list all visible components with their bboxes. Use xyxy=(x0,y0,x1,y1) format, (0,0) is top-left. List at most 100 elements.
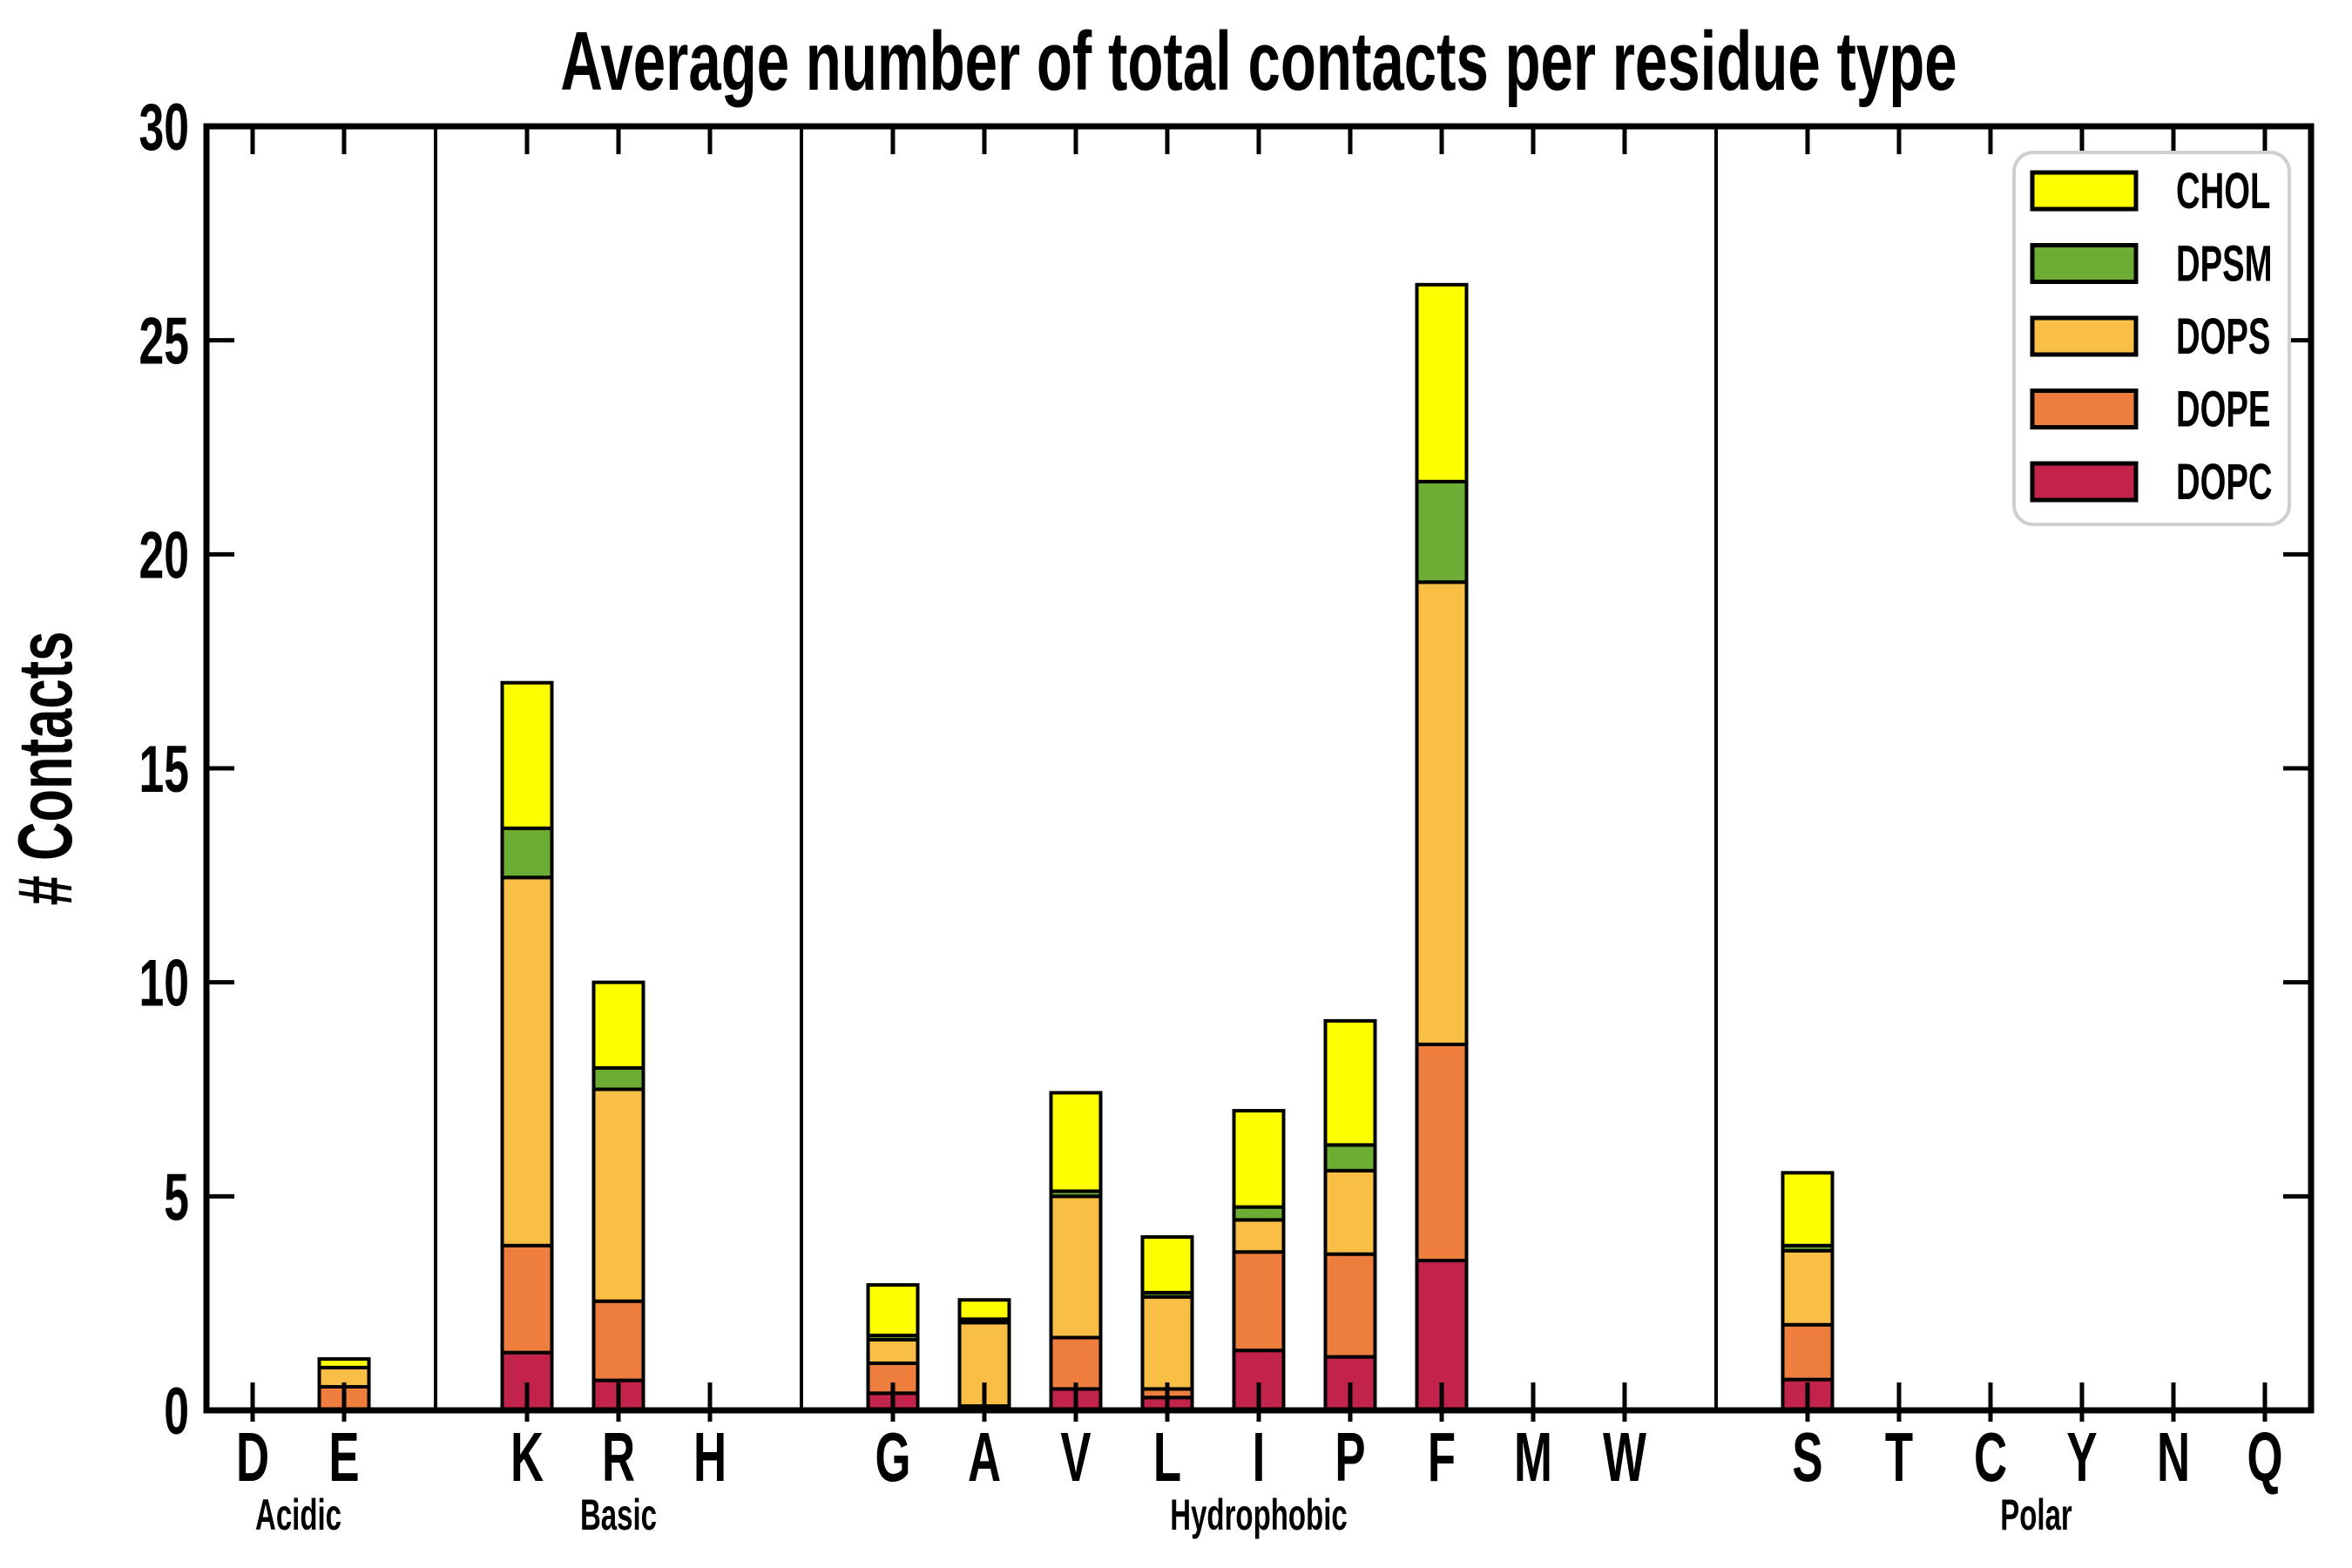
x-tick-label-Q: Q xyxy=(2247,1419,2282,1497)
x-tick-label-D-label: D xyxy=(236,1419,269,1497)
y-tick-label-20: 20 xyxy=(139,517,189,591)
bar-P-DOPE-segment xyxy=(1323,1252,1377,1359)
bar-I-DOPS-segment xyxy=(1232,1218,1286,1254)
chart-title: Average number of total contacts per res… xyxy=(560,14,1957,108)
x-tick-label-C-label: C xyxy=(1974,1419,2007,1497)
bar-V-DOPE-segment xyxy=(1049,1335,1103,1391)
legend-swatch-DOPS xyxy=(2030,315,2139,357)
x-tick-label-F: F xyxy=(1428,1419,1456,1497)
group-label-acidic: Acidic xyxy=(255,1490,341,1538)
bar-S xyxy=(1781,1171,1835,1413)
x-tick-label-F-label: F xyxy=(1428,1419,1456,1497)
legend-entry-DPSM: DPSM xyxy=(2176,237,2273,293)
bar-V xyxy=(1049,1091,1103,1413)
x-tick-label-A-label: A xyxy=(968,1419,1001,1497)
bar-R-CHOL-segment xyxy=(591,980,645,1070)
x-tick-label-P: P xyxy=(1335,1419,1365,1497)
y-tick-label-0-label: 0 xyxy=(164,1374,189,1448)
x-tick-label-C: C xyxy=(1974,1419,2007,1497)
y-tick-label-5: 5 xyxy=(164,1159,189,1233)
x-tick-label-G: G xyxy=(875,1419,910,1497)
bar-S-CHOL-segment xyxy=(1781,1171,1835,1247)
x-tick-label-M: M xyxy=(1514,1419,1552,1497)
legend-entry-DOPE: DOPE xyxy=(2176,382,2270,438)
bar-P-DPSM-segment xyxy=(1323,1143,1377,1173)
x-tick-label-S-label: S xyxy=(1792,1419,1822,1497)
x-tick-label-L-label: L xyxy=(1153,1419,1181,1497)
bar-S-DOPS-segment xyxy=(1781,1248,1835,1327)
group-separators xyxy=(410,126,1741,1410)
legend: CHOL DPSM DOPS DOPE DOPC xyxy=(2012,151,2291,526)
bar-F xyxy=(1415,282,1469,1412)
bar-I-CHOL-segment xyxy=(1232,1109,1286,1209)
bar-S-DOPE-segment xyxy=(1781,1322,1835,1382)
x-tick-label-S: S xyxy=(1792,1419,1822,1497)
bar-L-DOPS-segment xyxy=(1140,1294,1194,1391)
legend-entry-DOPE-label: DOPE xyxy=(2176,382,2270,438)
legend-swatch-DOPE xyxy=(2030,389,2139,429)
bar-K xyxy=(500,680,554,1413)
x-tick-label-Q-label: Q xyxy=(2247,1419,2282,1497)
y-tick-label-5-label: 5 xyxy=(164,1159,189,1233)
bar-I-DOPE-segment xyxy=(1232,1250,1286,1353)
bar-K-DPSM-segment xyxy=(500,826,554,880)
legend-entry-DOPC: DOPC xyxy=(2176,455,2273,510)
bar-P-DOPS-segment xyxy=(1323,1168,1377,1256)
bar-I xyxy=(1232,1109,1286,1413)
x-tick-label-I-label: I xyxy=(1253,1419,1266,1497)
y-tick-label-25: 25 xyxy=(139,304,189,378)
x-tick-label-K: K xyxy=(510,1419,544,1497)
legend-swatch-DOPC xyxy=(2030,461,2139,503)
legend-entry-DPSM-label: DPSM xyxy=(2176,237,2273,293)
x-tick-label-W-label: W xyxy=(1603,1419,1646,1497)
bar-F-DOPE-segment xyxy=(1415,1042,1469,1263)
x-tick-label-I: I xyxy=(1253,1419,1266,1497)
x-tick-label-R-label: R xyxy=(602,1419,635,1497)
bar-K-CHOL-segment xyxy=(500,680,554,830)
x-tick-label-T-label: T xyxy=(1885,1419,1913,1497)
x-tick-label-N: N xyxy=(2157,1419,2190,1497)
group-label-acidic-label: Acidic xyxy=(255,1490,341,1538)
legend-entry-CHOL-label: CHOL xyxy=(2176,164,2270,220)
bar-K-DOPS-segment xyxy=(500,875,554,1247)
legend-entry-DOPS: DOPS xyxy=(2176,309,2270,365)
bar-K-DOPE-segment xyxy=(500,1243,554,1355)
bars xyxy=(227,282,2290,1413)
y-tick-label-30-label: 30 xyxy=(139,90,189,164)
x-tick-label-H-label: H xyxy=(693,1419,727,1497)
y-tick-label-20-label: 20 xyxy=(139,517,189,591)
bar-F-DPSM-segment xyxy=(1415,479,1469,585)
bar-I-DPSM-segment xyxy=(1232,1205,1286,1222)
bar-G-DOPS-segment xyxy=(866,1337,920,1365)
plot-spines xyxy=(203,123,2315,1414)
x-tick-label-G-label: G xyxy=(875,1419,910,1497)
x-tick-label-M-label: M xyxy=(1514,1419,1552,1497)
y-tick-labels: 0 5 10 15 20 25 30 xyxy=(139,90,189,1448)
y-tick-label-15-label: 15 xyxy=(139,732,189,806)
y-axis-title-label: # Contacts xyxy=(3,632,88,906)
x-tick-label-R: R xyxy=(602,1419,635,1497)
chart-title-label: Average number of total contacts per res… xyxy=(560,14,1957,108)
bar-R-DOPE-segment xyxy=(591,1299,645,1382)
y-tick-label-10-label: 10 xyxy=(139,946,189,1020)
y-tick-label-30: 30 xyxy=(139,90,189,164)
group-labels: Acidic Basic Hydrophobic Polar xyxy=(255,1490,2072,1538)
bar-R xyxy=(591,980,645,1413)
bar-R-DOPS-segment xyxy=(591,1087,645,1303)
bar-L-CHOL-segment xyxy=(1140,1235,1194,1294)
x-tick-label-E-label: E xyxy=(328,1419,359,1497)
y-tick-label-0: 0 xyxy=(164,1374,189,1448)
x-tick-label-N-label: N xyxy=(2157,1419,2190,1497)
legend-swatch-DPSM xyxy=(2030,243,2139,284)
bar-F-DOPS-segment xyxy=(1415,580,1469,1046)
bar-G-CHOL-segment xyxy=(866,1283,920,1338)
x-tick-label-P-label: P xyxy=(1335,1419,1365,1497)
x-tick-label-K-label: K xyxy=(510,1419,544,1497)
y-tick-label-10: 10 xyxy=(139,946,189,1020)
y-axis-title: # Contacts xyxy=(3,632,88,906)
group-label-basic: Basic xyxy=(580,1490,657,1538)
bar-V-CHOL-segment xyxy=(1049,1091,1103,1193)
